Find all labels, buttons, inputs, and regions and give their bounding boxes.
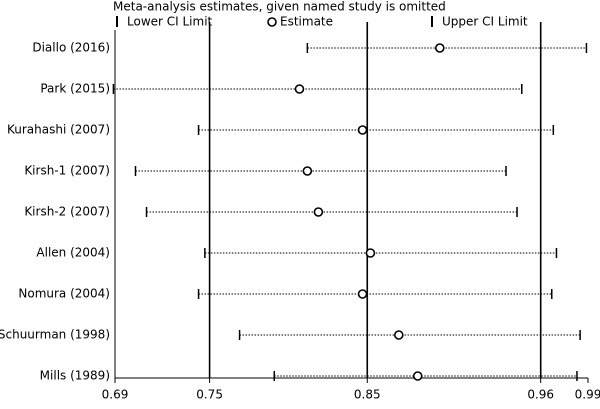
chart-title: Meta-analysis estimates, given named stu… [113, 0, 446, 14]
estimate [357, 289, 368, 299]
estimate [434, 43, 445, 53]
legend-label: Lower CI Limit [127, 15, 213, 29]
x-tick-label: 0.96 [527, 388, 554, 402]
y-tick-label: Diallo (2016) [32, 41, 110, 55]
x-tick-label: 0.75 [196, 388, 223, 402]
x-tick-label: 0.85 [354, 388, 381, 402]
estimate [365, 248, 376, 258]
y-tick-label: Park (2015) [40, 82, 110, 96]
legend-symbol [267, 17, 277, 27]
y-tick-label: Nomura (2004) [18, 287, 110, 301]
x-tick-label: 0.69 [102, 388, 129, 402]
y-tick-label: Schuurman (1998) [0, 328, 110, 342]
estimate [357, 125, 368, 135]
estimate [393, 330, 404, 340]
legend-label: Upper CI Limit [442, 15, 528, 29]
y-tick-label: Kirsh-2 (2007) [24, 205, 110, 219]
estimate [302, 166, 313, 176]
estimate [294, 84, 305, 94]
y-tick-label: Kirsh-1 (2007) [24, 164, 110, 178]
estimate [313, 207, 324, 217]
y-tick-label: Kurahashi (2007) [7, 123, 110, 137]
x-tick-label: 0.99 [575, 388, 600, 402]
y-tick-label: Allen (2004) [36, 246, 110, 260]
y-tick-label: Mills (1989) [40, 369, 110, 383]
estimate [412, 371, 423, 381]
legend-label: Estimate [280, 15, 333, 29]
